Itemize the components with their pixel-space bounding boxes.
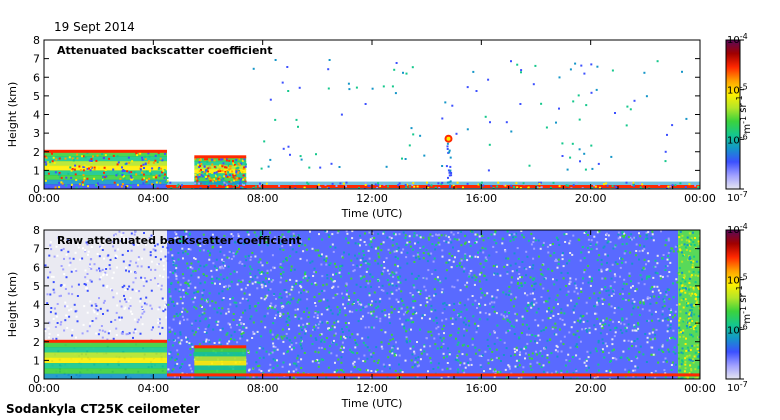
- colorbar-tick-label: 10-4: [727, 32, 748, 46]
- y-tick-label: 0: [33, 183, 40, 196]
- x-axis-label: Time (UTC): [341, 207, 403, 220]
- y-tick-label: 6: [33, 71, 40, 84]
- y-tick-label: 5: [33, 280, 40, 293]
- colorbar-tick-label: 10-6: [727, 132, 748, 146]
- colorbar-tick-label: 10-4: [727, 222, 748, 236]
- x-tick-label: 04:00: [137, 192, 169, 205]
- x-tick-label: 16:00: [465, 382, 497, 395]
- colorbar: [725, 39, 741, 190]
- y-axis-label: Height (km): [6, 272, 19, 338]
- y-tick-label: 8: [33, 224, 40, 237]
- x-tick-label: 16:00: [465, 192, 497, 205]
- y-tick-label: 7: [33, 53, 40, 66]
- colorbar-unit: m-1 sr-1: [735, 95, 753, 133]
- instrument-footer: Sodankyla CT25K ceilometer: [6, 402, 200, 416]
- colorbar: [725, 229, 741, 380]
- backscatter-field: [44, 230, 700, 379]
- y-tick-label: 3: [33, 317, 40, 330]
- x-tick-label: 04:00: [137, 382, 169, 395]
- y-tick-label: 4: [33, 299, 40, 312]
- x-tick-label: 00:00: [28, 382, 60, 395]
- colorbar-tick-label: 10-5: [727, 273, 748, 287]
- colorbar-tick-label: 10-7: [727, 190, 748, 204]
- x-tick-label: 00:00: [684, 192, 716, 205]
- x-tick-label: 20:00: [575, 382, 607, 395]
- y-tick-label: 0: [33, 373, 40, 386]
- y-tick-label: 7: [33, 243, 40, 256]
- panel-title: Raw attenuated backscatter coefficient: [57, 234, 301, 247]
- y-tick-label: 2: [33, 146, 40, 159]
- y-tick-label: 3: [33, 127, 40, 140]
- colorbar-tick-label: 10-5: [727, 83, 748, 97]
- x-tick-label: 20:00: [575, 192, 607, 205]
- panel-title: Attenuated backscatter coefficient: [57, 44, 273, 57]
- y-tick-label: 1: [33, 164, 40, 177]
- date-label: 19 Sept 2014: [54, 20, 135, 34]
- x-tick-label: 08:00: [247, 382, 279, 395]
- panel-2: 00:00 04:00 08:00 12:00 16:00 20:00 00:0001234…: [6, 222, 753, 410]
- y-tick-label: 8: [33, 34, 40, 47]
- x-tick-label: 12:00: [356, 382, 388, 395]
- x-tick-label: 00:00: [28, 192, 60, 205]
- x-axis-label: Time (UTC): [341, 397, 403, 410]
- y-tick-label: 1: [33, 354, 40, 367]
- y-tick-label: 4: [33, 109, 40, 122]
- y-tick-label: 6: [33, 261, 40, 274]
- colorbar-tick-label: 10-7: [727, 380, 748, 394]
- y-axis-label: Height (km): [6, 82, 19, 148]
- x-tick-label: 00:00: [684, 382, 716, 395]
- y-tick-label: 2: [33, 336, 40, 349]
- x-tick-label: 08:00: [247, 192, 279, 205]
- colorbar-tick-label: 10-6: [727, 322, 748, 336]
- colorbar-unit: m-1 sr-1: [735, 285, 753, 323]
- x-tick-label: 12:00: [356, 192, 388, 205]
- y-tick-label: 5: [33, 90, 40, 103]
- panel-1: 00:00 04:00 08:00 12:00 16:00 20:00 00:0001234…: [6, 32, 753, 220]
